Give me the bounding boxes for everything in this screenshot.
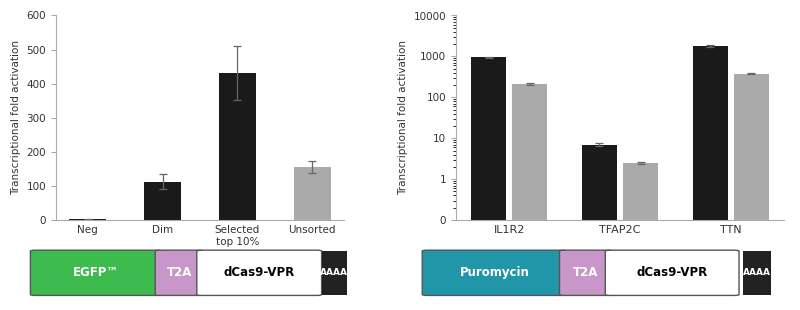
Bar: [582, 144, 618, 310]
FancyBboxPatch shape: [559, 250, 612, 295]
Text: T2A: T2A: [166, 266, 192, 279]
Text: Puromycin: Puromycin: [459, 266, 530, 279]
Legend: Selected, Unselected: Selected, Unselected: [506, 258, 656, 276]
Bar: [622, 163, 658, 310]
Bar: [322, 251, 347, 294]
Bar: [693, 46, 728, 310]
Text: AAAA: AAAA: [321, 268, 349, 277]
Bar: [734, 73, 769, 310]
FancyBboxPatch shape: [422, 250, 566, 295]
Bar: [218, 73, 256, 220]
Bar: [742, 251, 770, 294]
Text: AAAA: AAAA: [742, 268, 770, 277]
FancyBboxPatch shape: [606, 250, 739, 295]
Bar: [69, 219, 106, 220]
Bar: [144, 182, 182, 220]
Text: dCas9-VPR: dCas9-VPR: [637, 266, 708, 279]
Bar: [512, 84, 547, 310]
Text: T2A: T2A: [574, 266, 598, 279]
FancyBboxPatch shape: [197, 250, 322, 295]
Text: dCas9-VPR: dCas9-VPR: [223, 266, 295, 279]
FancyBboxPatch shape: [155, 250, 203, 295]
Y-axis label: Transcriptional fold activation: Transcriptional fold activation: [398, 40, 408, 195]
Y-axis label: Transcriptional fold activation: Transcriptional fold activation: [11, 40, 21, 195]
Bar: [471, 57, 506, 310]
FancyBboxPatch shape: [30, 250, 162, 295]
Text: EGFP™: EGFP™: [73, 266, 119, 279]
Bar: [294, 167, 331, 220]
